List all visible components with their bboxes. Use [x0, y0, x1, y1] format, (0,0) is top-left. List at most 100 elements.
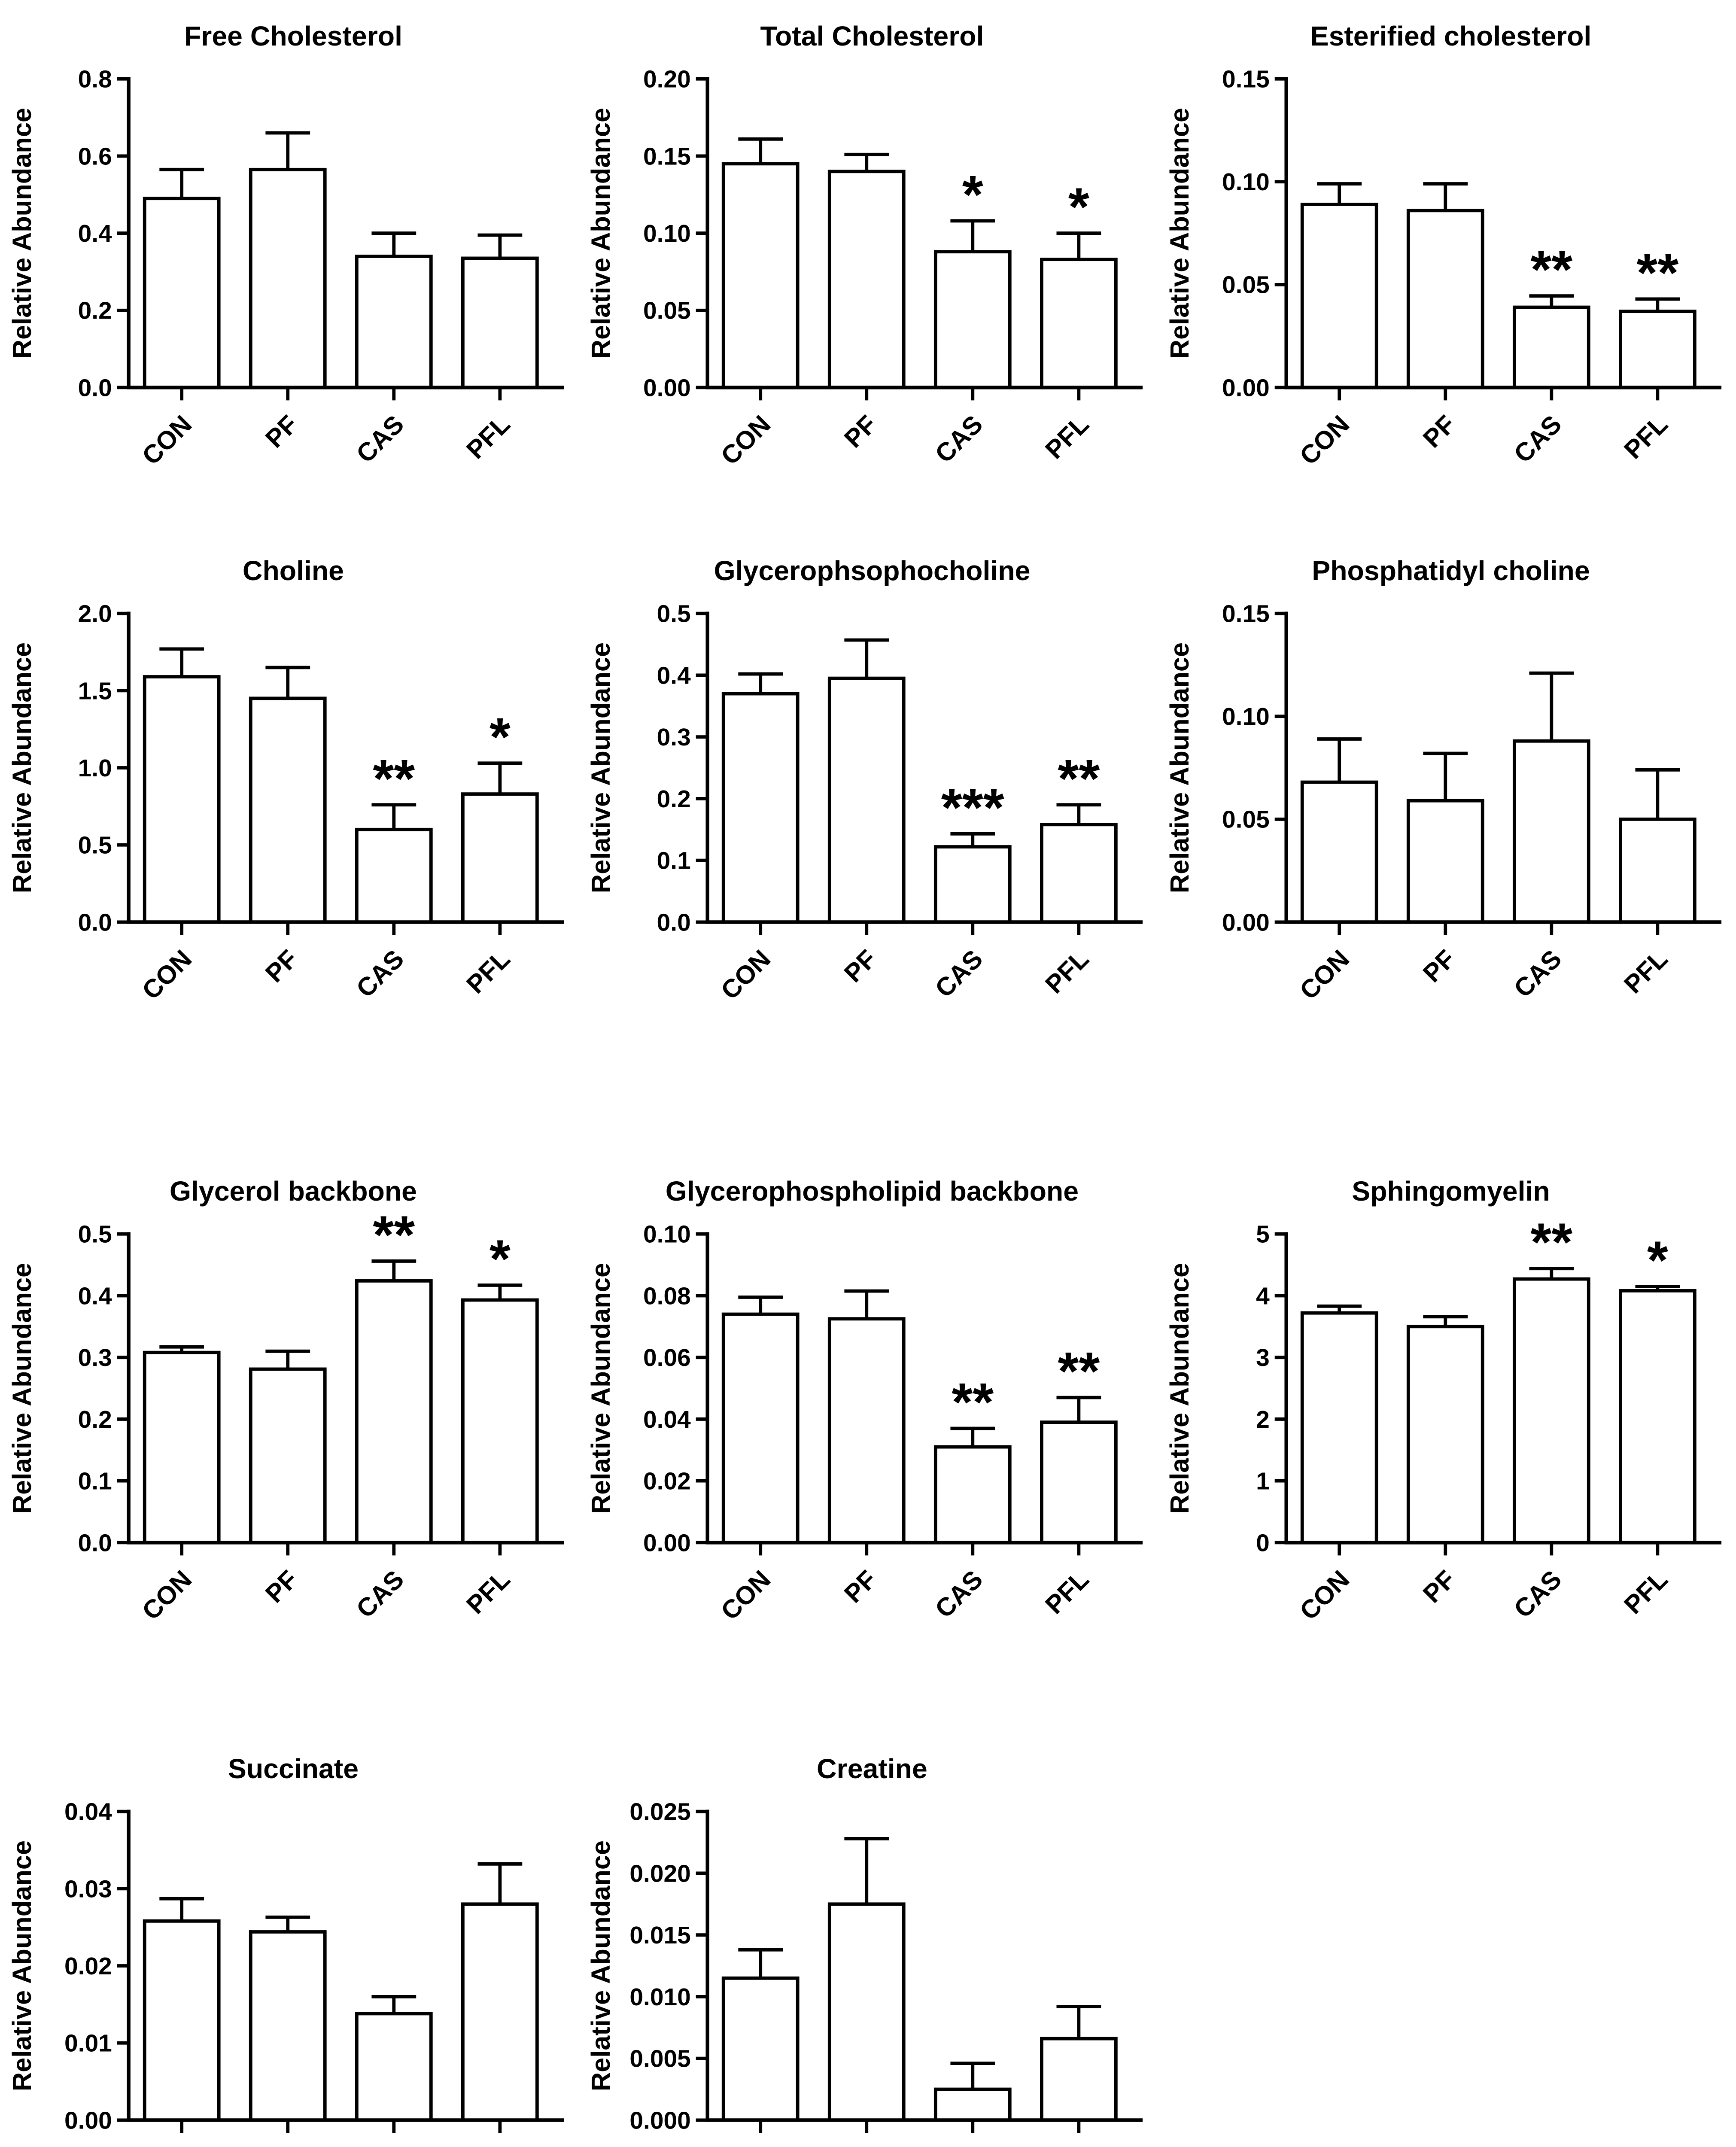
- axis-lines: [127, 1809, 564, 2122]
- bar-chart-glycerophospholipid-backbone: Glycerophospholipid backbone Relative Abu…: [586, 1176, 1143, 1626]
- x-tick-label-pfl: PFL: [1040, 944, 1094, 999]
- x-tick-label-cas: CAS: [351, 944, 410, 1003]
- error-bar-pfl: [1056, 231, 1101, 259]
- bar-pf: [827, 170, 906, 389]
- significance-stars: **: [1636, 242, 1678, 303]
- bar-pf: [1406, 209, 1484, 389]
- y-tick-label: 0.3: [78, 1344, 112, 1372]
- chart-cell-glycerophospholipid-backbone: Glycerophospholipid backbone Relative Abu…: [579, 1159, 1158, 1640]
- bar-pfl: [1040, 258, 1118, 389]
- bar-pfl: [461, 256, 539, 389]
- y-tick-label: 0.00: [1222, 909, 1270, 936]
- bar-con: [143, 197, 221, 389]
- y-tick-label: 0.1: [657, 847, 691, 875]
- bar-cas: [1512, 305, 1590, 389]
- bar-chart-total-cholesterol: Total Cholesterol Relative Abundance 0.00 0…: [586, 21, 1143, 471]
- y-axis-label: Relative Abundance: [586, 1263, 616, 1514]
- y-tick-label: 0.025: [629, 1798, 690, 1826]
- error-bar-con: [159, 167, 204, 198]
- axis-lines: [705, 77, 1143, 389]
- x-tick-label-pf: PF: [260, 410, 303, 453]
- chart-title: Total Cholesterol: [760, 21, 984, 52]
- x-tick-label-con: CON: [715, 410, 776, 470]
- error-bar-pf: [844, 152, 889, 171]
- y-tick-label: 1.5: [78, 677, 112, 705]
- x-tick-label-pf: PF: [839, 1565, 882, 1608]
- error-bar-pfl: [477, 1283, 523, 1299]
- x-tick-label-pfl: PFL: [461, 410, 515, 464]
- y-axis-label: Relative Abundance: [7, 108, 37, 359]
- bar-cas: [355, 2012, 433, 2122]
- y-axis-label: Relative Abundance: [586, 1840, 616, 2091]
- y-axis-label: Relative Abundance: [7, 1263, 37, 1514]
- bar-pfl: [1040, 823, 1118, 924]
- x-tick-label-pfl: PFL: [461, 1565, 515, 1619]
- y-axis-ticks: 0.000 0.005 0.010 0.015 0.020 0.025: [629, 1798, 708, 2134]
- error-bar-con: [738, 1948, 783, 1978]
- x-tick-label-pfl: PFL: [461, 944, 515, 999]
- x-tick-label-cas: CAS: [351, 1565, 410, 1624]
- significance-stars: **: [1530, 239, 1572, 300]
- chart-title: Phosphatidyl choline: [1312, 555, 1590, 586]
- error-bar-con: [159, 1345, 204, 1352]
- error-bar-cas: [371, 231, 417, 256]
- chart-cell-free-cholesterol: Free Cholesterol Relative Abundance 0.0 0.2…: [0, 4, 579, 485]
- y-axis-label: Relative Abundance: [586, 108, 616, 359]
- significance-stars: **: [1058, 1341, 1100, 1402]
- error-bar-cas: [1529, 1267, 1574, 1279]
- error-bar-con: [1317, 182, 1362, 204]
- error-bar-pfl: [1635, 1284, 1680, 1290]
- bar-cas: [1512, 1277, 1590, 1545]
- y-tick-label: 0.00: [643, 374, 691, 401]
- chart-cell-sphingomyelin: Sphingomyelin Relative Abundance 0 1 2 3 4 5 CON…: [1158, 1159, 1736, 1640]
- axis-lines: [127, 77, 564, 389]
- y-tick-label: 0.1: [78, 1468, 112, 1495]
- bar-pf: [249, 1930, 327, 2122]
- error-bar-con: [159, 1897, 204, 1921]
- bar-pf: [827, 1317, 906, 1545]
- y-tick-label: 0.5: [78, 832, 112, 859]
- y-tick-label: 0.08: [643, 1282, 691, 1310]
- y-tick-label: 0.05: [643, 297, 691, 325]
- x-tick-label-pf: PF: [839, 2142, 882, 2147]
- y-tick-label: 0.10: [1222, 703, 1270, 730]
- error-bar-pf: [844, 1289, 889, 1318]
- axis-lines: [705, 1232, 1143, 1545]
- significance-stars: *: [489, 1229, 511, 1289]
- x-tick-label-con: CON: [137, 944, 197, 1005]
- x-tick-label-con: CON: [715, 2142, 776, 2147]
- bar-con: [721, 162, 800, 389]
- y-tick-label: 0.5: [78, 1221, 112, 1248]
- y-tick-label: 0.05: [1222, 806, 1270, 833]
- y-tick-label: 0.00: [64, 2107, 112, 2134]
- y-tick-label: 0.00: [643, 1529, 691, 1557]
- chart-title: Choline: [243, 555, 344, 586]
- y-tick-label: 0.15: [1222, 66, 1270, 93]
- error-bar-pfl: [1635, 768, 1680, 819]
- bar-cas: [355, 255, 433, 389]
- y-tick-label: 0.000: [629, 2107, 690, 2134]
- y-tick-label: 0.2: [78, 297, 112, 325]
- y-tick-label: 0.0: [78, 909, 112, 936]
- bar-pfl: [1619, 817, 1696, 924]
- x-tick-label-pfl: PFL: [1040, 1565, 1094, 1619]
- significance-stars: ***: [941, 777, 1004, 838]
- error-bar-pf: [844, 638, 889, 678]
- y-axis-ticks: 0 1 2 3 4 5: [1256, 1221, 1286, 1557]
- chart-cell-glycerol-backbone: Glycerol backbone Relative Abundance 0.0 0.…: [0, 1159, 579, 1640]
- error-bar-cas: [1529, 294, 1574, 307]
- error-bar-con: [738, 1295, 783, 1314]
- error-bar-pfl: [477, 233, 523, 258]
- bar-chart-creatine: Creatine Relative Abundance 0.000 0.005 0.01…: [586, 1753, 1143, 2147]
- error-bar-pf: [265, 666, 310, 698]
- chart-cell-esterified-cholesterol: Esterified cholesterol Relative Abundance…: [1158, 4, 1736, 485]
- bar-con: [1300, 203, 1378, 389]
- error-bar-pf: [1423, 1315, 1468, 1326]
- x-tick-label-pf: PF: [1417, 944, 1461, 988]
- bar-con: [721, 1312, 800, 1545]
- axis-lines: [127, 1232, 564, 1545]
- x-tick-label-pfl: PFL: [1618, 944, 1673, 999]
- y-tick-label: 2.0: [78, 600, 112, 628]
- chart-cell-choline: Choline Relative Abundance 0.0 0.5 1.0 1.5 2.0…: [0, 539, 579, 1020]
- x-tick-label-con: CON: [137, 1565, 197, 1625]
